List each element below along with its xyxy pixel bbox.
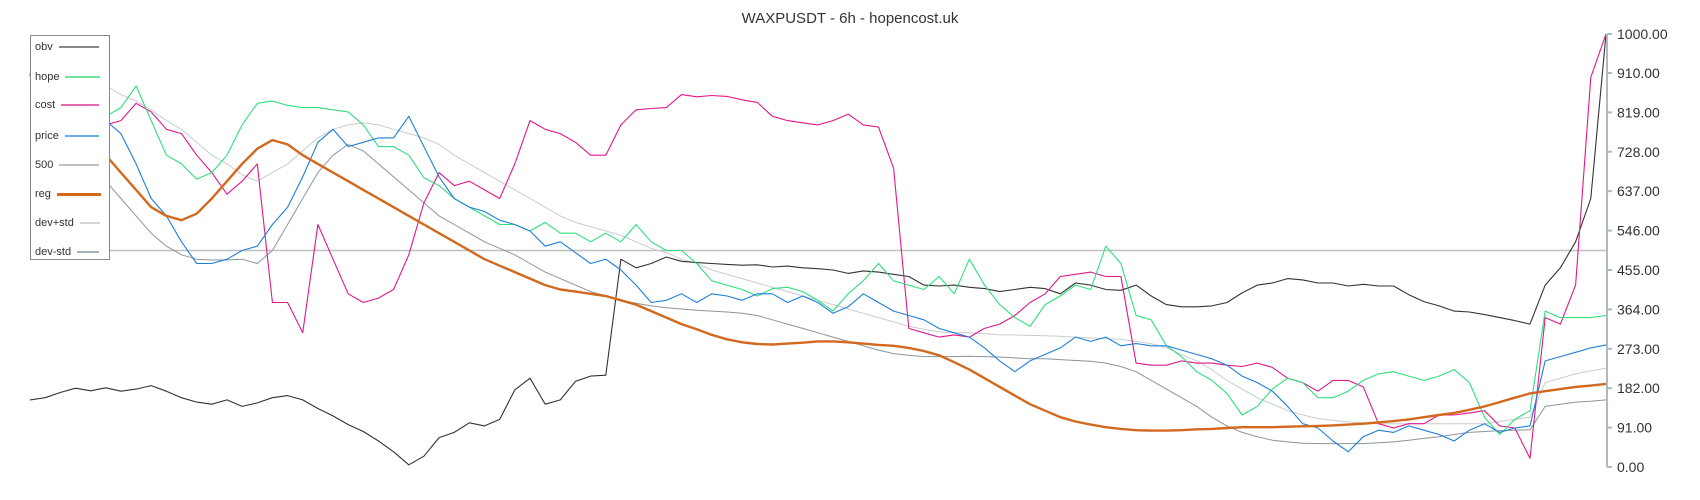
y-tick-label: 273.00 [1617, 341, 1660, 357]
series-line-obv [29, 33, 1607, 466]
legend-label: dev-std [35, 246, 72, 258]
legend-swatch-icon [77, 251, 100, 253]
legend-item-price: price [35, 129, 99, 143]
series-line-reg [29, 72, 1607, 432]
legend-swatch-icon [64, 135, 99, 137]
y-tick-label: 728.00 [1617, 144, 1660, 160]
y-tick-label: 819.00 [1617, 104, 1660, 120]
series-line-devplusstd [29, 40, 1607, 425]
y-tick-label: 455.00 [1617, 262, 1660, 278]
legend-item-reg: reg [35, 187, 101, 201]
legend-item-devplusstd: dev+std [35, 216, 100, 230]
legend-swatch-icon [61, 104, 100, 106]
legend-swatch-icon [56, 192, 101, 196]
legend-swatch-icon [65, 76, 101, 78]
legend-swatch-icon [59, 164, 100, 166]
legend-swatch-icon [79, 222, 100, 224]
y-tick-label: 182.00 [1617, 380, 1660, 396]
chart-title: WAXPUSDT - 6h - hopencost.uk [741, 10, 959, 27]
legend-label: hope [35, 71, 60, 83]
series-line-devminusstd [29, 100, 1607, 445]
series-line-cost [29, 33, 1607, 459]
legend-label: 500 [35, 159, 54, 171]
legend-item-cost: cost [35, 98, 100, 112]
series-line-price [29, 74, 1607, 453]
legend-item-obv: obv [35, 40, 99, 54]
legend-label: obv [35, 41, 53, 53]
y-tick-label: 1000.00 [1617, 26, 1668, 42]
y-tick-label: 637.00 [1617, 183, 1660, 199]
legend-item-500: 500 [35, 158, 100, 172]
legend-item-hope: hope [35, 70, 101, 84]
y-tick-label: 546.00 [1617, 223, 1660, 239]
legend: obv hope cost price 500 reg dev+std dev-std [30, 35, 110, 260]
y-tick-label: 910.00 [1617, 65, 1660, 81]
y-tick-label: 364.00 [1617, 301, 1660, 317]
y-tick-label: 91.00 [1617, 420, 1652, 436]
y-axis: 0.00 91.00 182.00 273.00 364.00 455.00 546.00 6… [1606, 26, 1668, 475]
legend-swatch-icon [58, 46, 99, 48]
legend-label: dev+std [35, 217, 74, 229]
series-line-hope [29, 74, 1607, 436]
legend-label: reg [35, 188, 51, 200]
legend-label: price [35, 130, 59, 142]
y-tick-label: 0.00 [1617, 459, 1644, 475]
legend-label: cost [35, 99, 56, 111]
legend-item-devminusstd: dev-std [35, 245, 100, 259]
series-layer [29, 33, 1607, 466]
